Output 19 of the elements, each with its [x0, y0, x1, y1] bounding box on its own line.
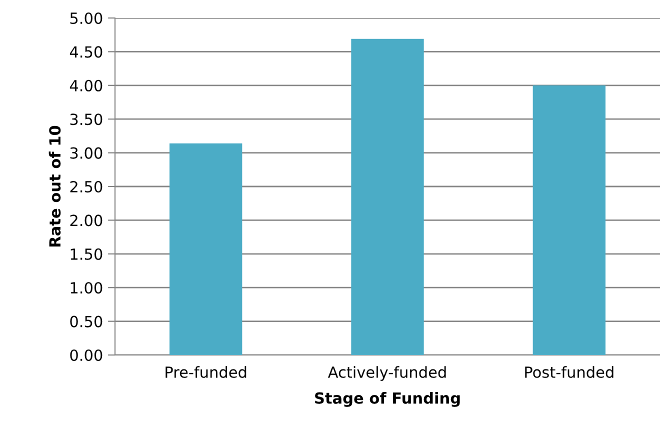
bar [351, 38, 424, 355]
y-tick-label: 1.00 [70, 282, 102, 294]
y-tick-label: 2.00 [70, 214, 102, 226]
y-tick-label: 1.50 [70, 248, 102, 260]
y-tick-label: 4.50 [70, 46, 102, 58]
y-axis-title: Rate out of 10 [48, 126, 61, 246]
bar [532, 85, 606, 355]
y-tick-label: 5.00 [70, 12, 102, 24]
y-tick-label: 3.00 [70, 147, 102, 159]
x-tick-label: Actively-funded [328, 366, 446, 381]
y-tick-label: 3.50 [70, 114, 102, 126]
x-tick-label: Post-funded [525, 366, 614, 378]
bar [170, 143, 242, 355]
y-tick-label: 0.50 [70, 316, 102, 328]
y-tick-label: 0.00 [70, 349, 102, 362]
x-axis-title: Stage of Funding [315, 392, 460, 407]
x-tick-label: Pre-funded [166, 366, 246, 378]
y-tick-label: 2.50 [70, 180, 102, 193]
y-tick-label: 4.00 [70, 80, 102, 92]
